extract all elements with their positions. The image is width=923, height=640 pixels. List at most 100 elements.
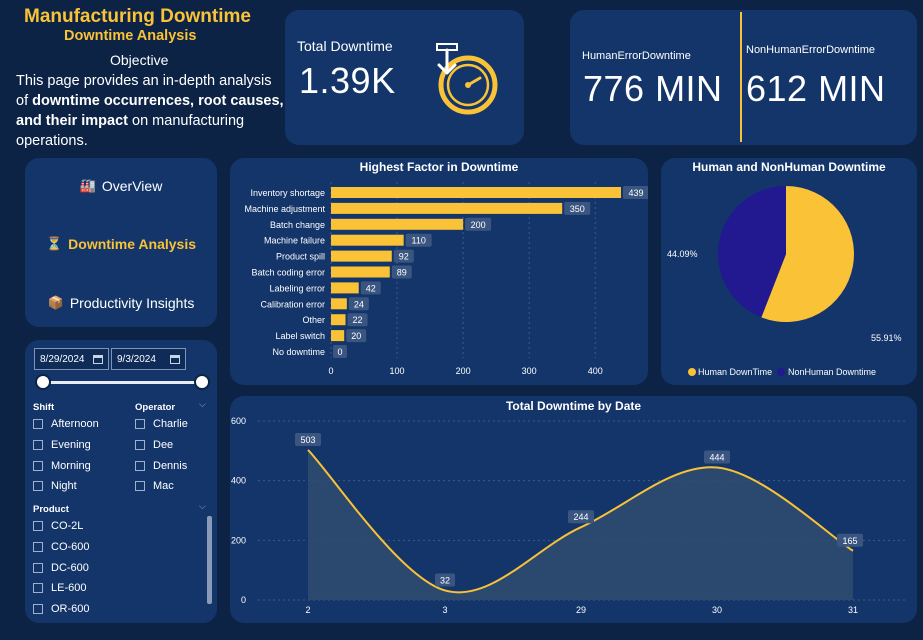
line-area-fill <box>308 449 853 600</box>
chevron-down-icon[interactable]: ⌵ <box>199 501 206 511</box>
objective-suffix: on manufacturing operations. <box>16 113 245 149</box>
line-data-label: 32 <box>440 575 450 585</box>
product-option-label: DC-600 <box>51 562 89 574</box>
product-option-le-600[interactable]: LE-600 <box>33 582 86 594</box>
calendar-icon <box>93 354 103 364</box>
factor-bar-chart-card: Highest Factor in Downtime 0 100 200 300 400… <box>230 158 648 385</box>
bar-data-label: 92 <box>399 252 409 262</box>
legend-label-human: Human DownTime <box>698 367 772 377</box>
bar-data-label-bg <box>333 345 347 358</box>
bar-category-label: Labeling error <box>269 283 325 293</box>
bar-chart-title: Highest Factor in Downtime <box>359 160 519 174</box>
product-option-or-600[interactable]: OR-600 <box>33 603 90 615</box>
pie-nonhuman-percent-label: 44.09% <box>667 249 698 259</box>
nav-overview[interactable]: 🏭 OverView <box>25 178 217 194</box>
total-downtime-value: 1.39K <box>299 60 396 101</box>
operator-option-dennis[interactable]: Dennis <box>135 460 187 472</box>
checkbox[interactable] <box>135 440 145 450</box>
checkbox[interactable] <box>33 440 43 450</box>
objective-prefix: This page provides an in-depth analysis … <box>16 73 272 109</box>
product-option-dc-600[interactable]: DC-600 <box>33 562 89 574</box>
date-slider-end-handle[interactable] <box>194 374 210 390</box>
operator-option-label: Mac <box>153 480 174 492</box>
bar-data-label: 20 <box>351 331 361 341</box>
downtime-by-date-card: Total Downtime by Date 0 200 400 600 2 503 3 32… <box>230 396 917 623</box>
line-data-label-bg <box>837 533 863 547</box>
bar-category-label: Label switch <box>275 331 325 341</box>
operator-filter-label: Operator <box>135 402 176 413</box>
product-option-label: CO-600 <box>51 541 90 553</box>
checkbox[interactable] <box>33 542 43 552</box>
operator-option-charlie[interactable]: Charlie <box>135 418 188 430</box>
start-date-input[interactable]: 8/29/2024 <box>34 348 109 370</box>
end-date-input[interactable]: 9/3/2024 <box>111 348 186 370</box>
bar-data-label: 89 <box>397 268 407 278</box>
operator-option-label: Dee <box>153 439 174 451</box>
checkbox[interactable] <box>135 419 145 429</box>
nav-productivity-insights[interactable]: 📦 Productivity Insights <box>25 295 217 311</box>
dashboard-title: Manufacturing Downtime <box>24 6 251 27</box>
stopwatch-icon <box>436 43 498 115</box>
line-data-label-bg <box>435 573 455 587</box>
shift-option-afternoon[interactable]: Afternoon <box>33 418 99 430</box>
nav-downtime-analysis[interactable]: ⏳ Downtime Analysis <box>25 236 217 252</box>
line-y-tick-label: 200 <box>231 535 246 545</box>
start-date-value: 8/29/2024 <box>40 353 85 365</box>
line-y-tick-label: 0 <box>241 595 246 605</box>
nav-downtime-label: Downtime Analysis <box>68 236 197 252</box>
page-subtitle: Downtime Analysis <box>64 28 197 44</box>
line-x-tick-label: 3 <box>442 605 447 615</box>
checkbox[interactable] <box>33 461 43 471</box>
shift-option-evening[interactable]: Evening <box>33 439 91 451</box>
bar <box>331 298 347 310</box>
bar-data-label: 200 <box>471 220 486 230</box>
checkbox[interactable] <box>33 583 43 593</box>
human-error-label: HumanErrorDowntime <box>582 50 691 62</box>
operator-option-label: Dennis <box>153 460 188 472</box>
shift-option-label: Afternoon <box>51 418 99 430</box>
objective-text: This page provides an in-depth analysis … <box>16 71 286 151</box>
line-data-label: 503 <box>300 435 315 445</box>
checkbox[interactable] <box>33 481 43 491</box>
bar-data-label: 350 <box>570 204 585 214</box>
line-data-label-bg <box>704 450 730 464</box>
pie-slice-human <box>761 186 855 322</box>
checkbox[interactable] <box>33 604 43 614</box>
bar-category-label: Machine adjustment <box>244 204 325 214</box>
shift-option-label: Evening <box>51 439 91 451</box>
product-list-scrollbar[interactable] <box>207 516 212 604</box>
nav-overview-label: OverView <box>101 178 163 194</box>
line-y-tick-label: 600 <box>231 416 246 426</box>
shift-option-night[interactable]: Night <box>33 480 77 492</box>
bar <box>331 234 404 246</box>
bar-data-label-bg <box>564 201 591 215</box>
date-slider-track[interactable] <box>43 381 203 384</box>
date-slider-start-handle[interactable] <box>35 374 51 390</box>
checkbox[interactable] <box>33 563 43 573</box>
bar-data-label: 22 <box>353 315 363 325</box>
bar-data-label: 42 <box>366 283 376 293</box>
checkbox[interactable] <box>135 481 145 491</box>
bar-data-label: 110 <box>411 236 425 246</box>
shift-option-morning[interactable]: Morning <box>33 460 91 472</box>
human-error-value: 776 MIN <box>583 68 723 109</box>
bar-x-tick-label: 0 <box>328 366 333 376</box>
line-data-label-bg <box>295 432 321 446</box>
bar <box>331 187 621 198</box>
product-option-co-2l[interactable]: CO-2L <box>33 520 83 532</box>
checkbox[interactable] <box>135 461 145 471</box>
checkbox[interactable] <box>33 521 43 531</box>
bar-data-label-bg <box>623 186 648 199</box>
shift-option-label: Night <box>51 480 77 492</box>
checkbox[interactable] <box>33 419 43 429</box>
operator-option-mac[interactable]: Mac <box>135 480 174 492</box>
line-data-label: 165 <box>842 536 857 546</box>
chevron-down-icon[interactable]: ⌵ <box>199 399 206 409</box>
line-y-tick-label: 400 <box>231 476 246 486</box>
pie-slice-nonhuman <box>718 186 786 318</box>
downtime-by-date-chart: 0 200 400 600 2 503 3 32 29 244 30 444 31 165 <box>231 416 908 615</box>
line-x-tick-label: 2 <box>305 605 310 615</box>
operator-option-dee[interactable]: Dee <box>135 439 173 451</box>
bar <box>331 314 346 326</box>
product-option-co-600[interactable]: CO-600 <box>33 541 90 553</box>
